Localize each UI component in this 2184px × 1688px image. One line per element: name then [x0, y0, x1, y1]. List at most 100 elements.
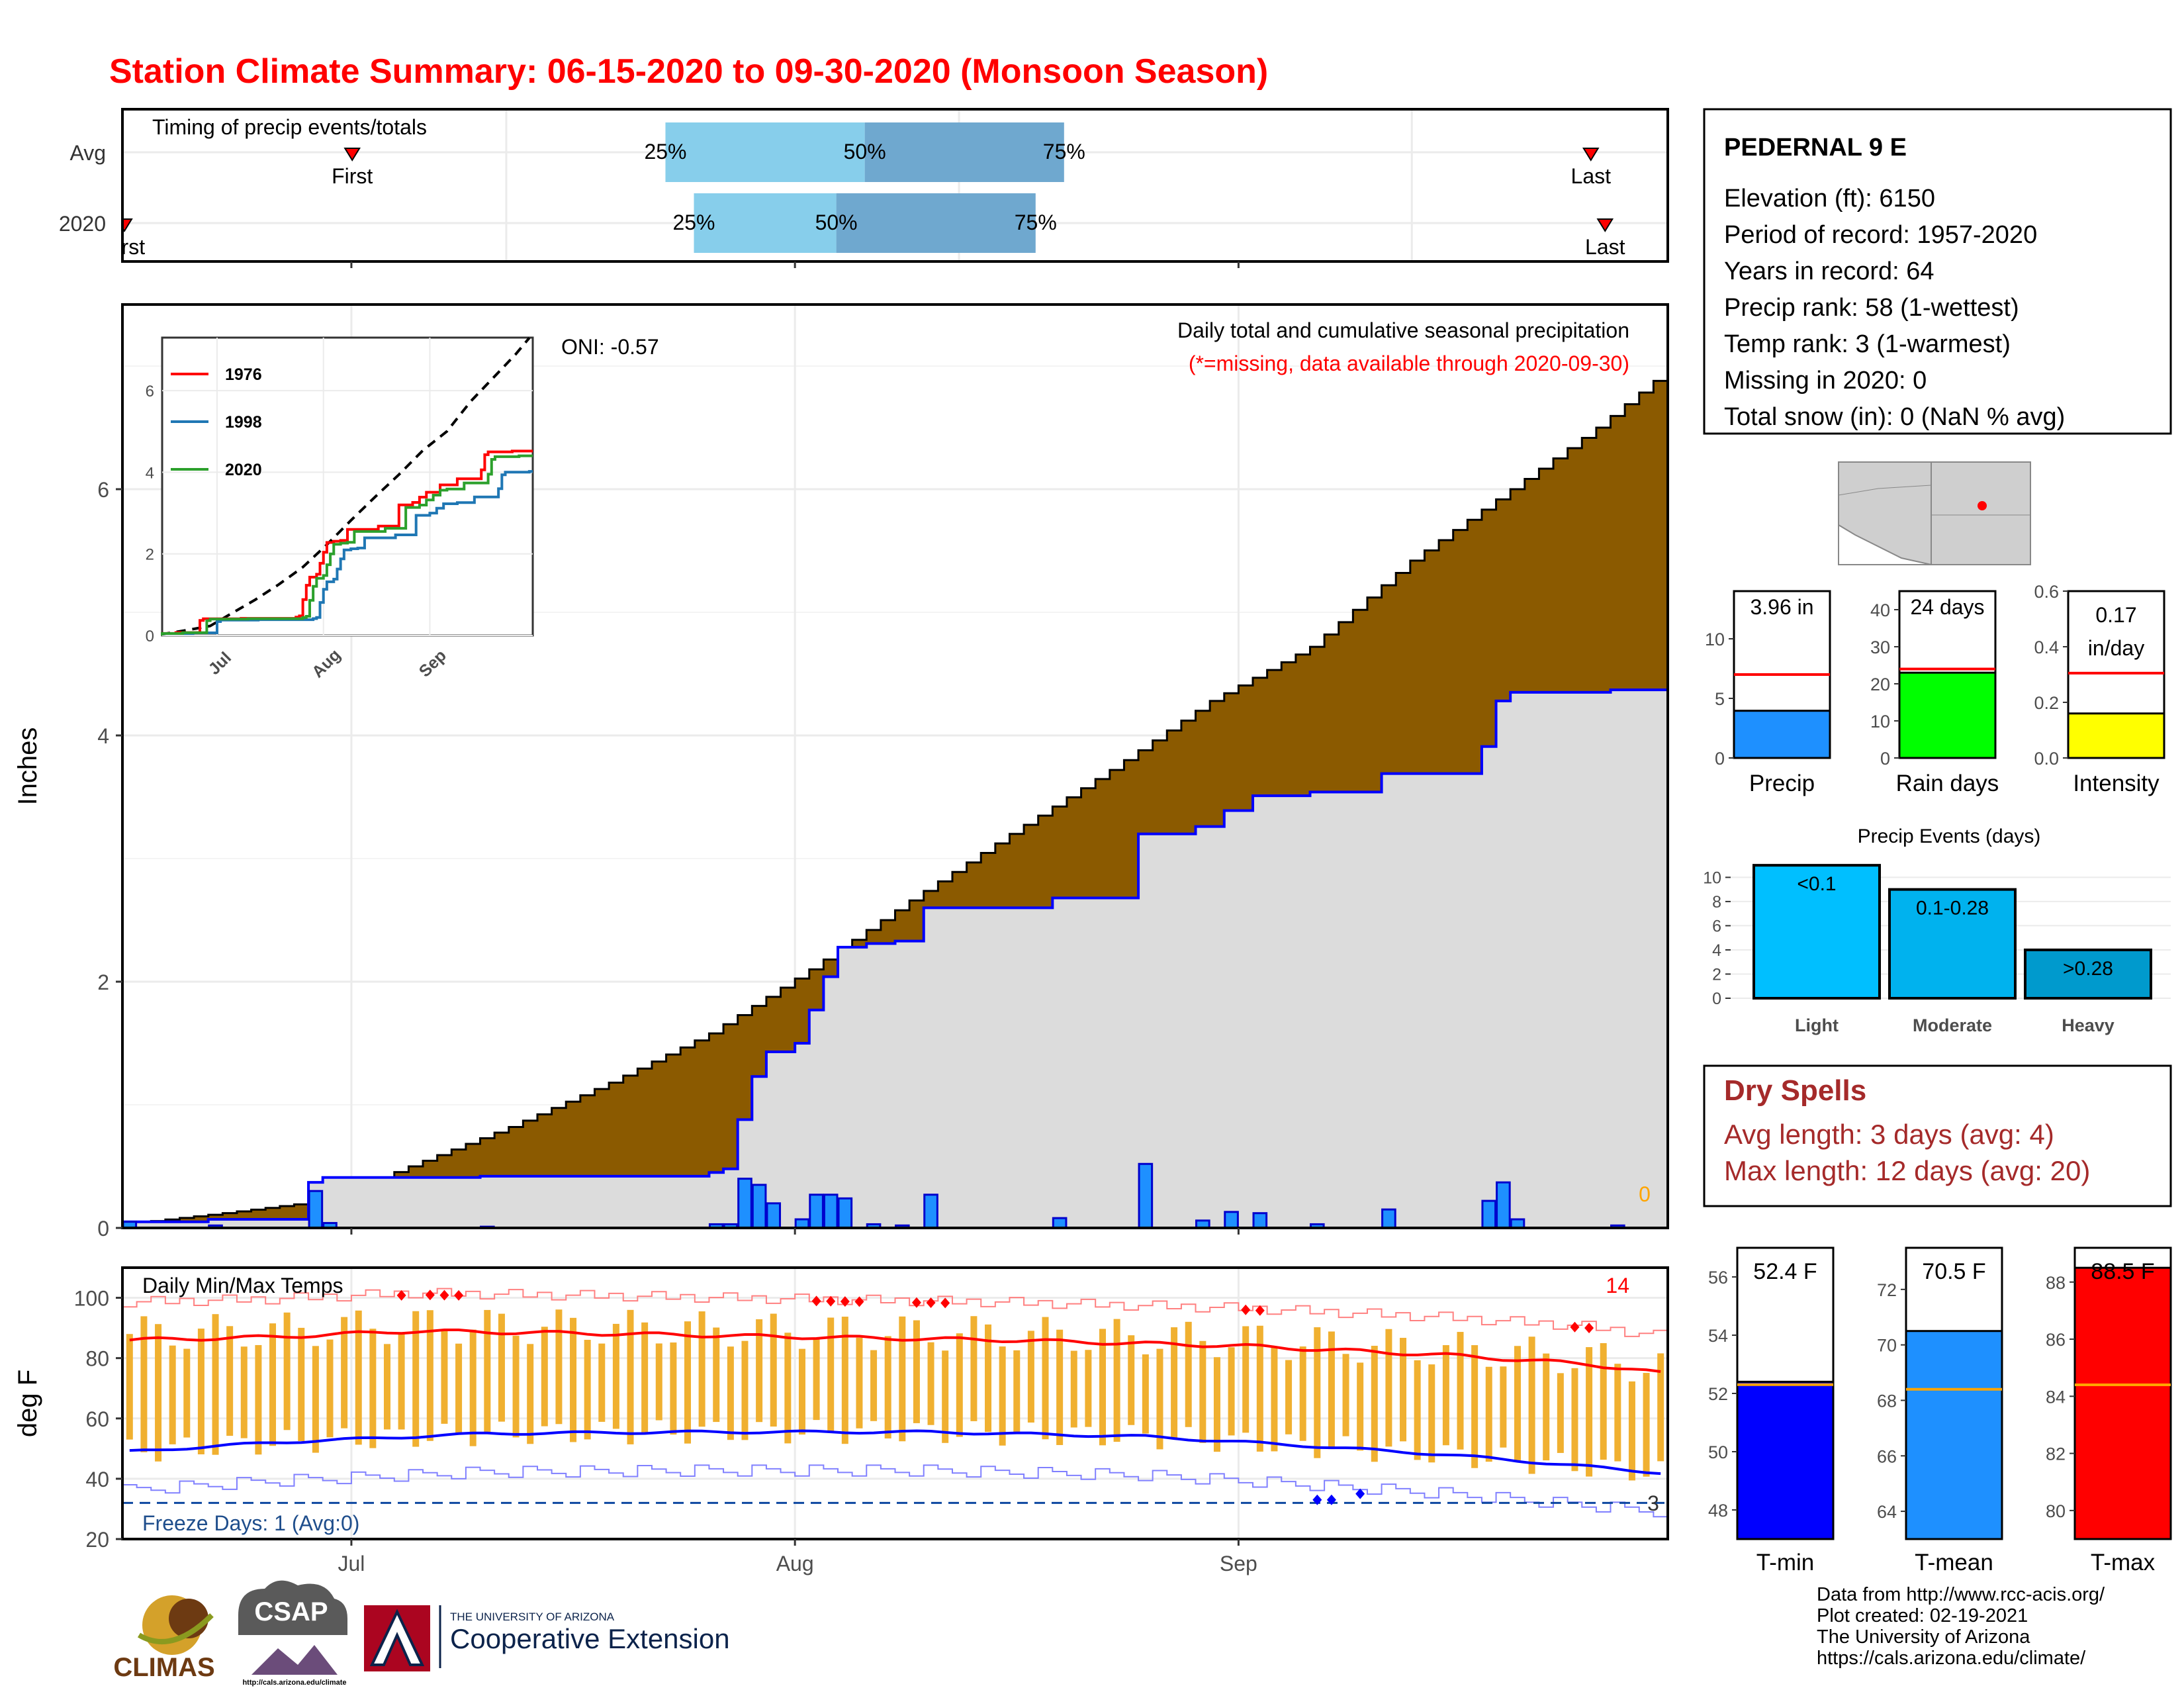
events-bar	[1888, 888, 2017, 1000]
temp-bar-ytick-label: 64	[1877, 1502, 1897, 1522]
ua-logo-small-text: THE UNIVERSITY OF ARIZONA	[450, 1611, 615, 1623]
inset-legend-label: 1976	[225, 365, 262, 384]
daily-precip-bar	[923, 1194, 938, 1229]
daily-temp-bar	[398, 1333, 405, 1430]
precip-ytick-label: 6	[97, 478, 109, 502]
timing-pct-25: 25%	[672, 211, 715, 234]
temp-panel-border	[121, 1266, 1669, 1540]
station-info-line: Elevation (ft): 6150	[1724, 185, 1935, 212]
summary-bar-label: Rain days	[1896, 771, 1999, 796]
record-high-marker	[926, 1297, 936, 1309]
temp-bar-ytick-label: 80	[2046, 1501, 2066, 1521]
daily-temp-bar	[1099, 1329, 1106, 1446]
daily-temp-bar	[1400, 1338, 1407, 1442]
record-high-marker	[1570, 1321, 1580, 1333]
daily-precip-bar	[837, 1197, 853, 1229]
record-low-marker	[1355, 1488, 1365, 1499]
oni-label: ONI: -0.57	[561, 335, 659, 359]
footer-credit-line: Data from http://www.rcc-acis.org/	[1817, 1584, 2105, 1605]
daily-precip-bar	[809, 1194, 824, 1229]
record-high-marker	[854, 1296, 864, 1307]
temp-bar-ytick-label: 48	[1708, 1501, 1728, 1521]
record-high-marker	[1584, 1323, 1594, 1334]
record-high-line	[122, 1288, 1668, 1337]
daily-temp-bar	[813, 1338, 820, 1421]
record-low-marker	[1312, 1494, 1322, 1505]
freeze-days-label: Freeze Days: 1 (Avg:0)	[142, 1511, 359, 1535]
temp-bar-value	[1905, 1330, 2003, 1540]
daily-temp-bar	[1471, 1345, 1479, 1468]
events-title: Precip Events (days)	[1858, 825, 2041, 847]
timing-label: Timing of precip events/totals	[152, 115, 427, 139]
daily-temp-bar	[312, 1346, 319, 1453]
daily-temp-bar	[999, 1346, 1006, 1446]
daily-temp-bar	[1485, 1366, 1492, 1462]
daily-temp-bar	[1528, 1336, 1535, 1474]
avg-tmin-line	[129, 1429, 1661, 1476]
daily-temp-bar	[512, 1335, 520, 1438]
temp-ytick-label: 100	[74, 1287, 109, 1311]
daily-temp-bar	[1657, 1353, 1664, 1462]
temp-bar-value-text: 70.5 F	[1922, 1259, 1985, 1284]
daily-temp-bar	[1199, 1340, 1206, 1443]
daily-temp-bar	[1600, 1343, 1607, 1460]
dry-spells-box	[1703, 1064, 2172, 1207]
first-event-marker	[343, 148, 361, 162]
dry-spells-title: Dry Spells	[1724, 1074, 1866, 1107]
events-category-label: Heavy	[2062, 1015, 2115, 1035]
daily-temp-bar	[269, 1323, 277, 1446]
temp-bar-ytick-label: 68	[1877, 1391, 1897, 1411]
daily-temp-bar	[469, 1329, 477, 1446]
daily-temp-bar	[255, 1344, 262, 1455]
temp-bar-ytick-label: 52	[1708, 1384, 1728, 1404]
temp-ytick-label: 80	[85, 1347, 109, 1371]
events-bar	[2024, 948, 2152, 1000]
daily-precip-bar	[1052, 1217, 1068, 1229]
daily-temp-bar	[197, 1329, 205, 1455]
summary-bar-ytick-label: 0.6	[2034, 582, 2059, 602]
timing-pct-75: 75%	[1043, 140, 1085, 164]
avg-tmax-line	[129, 1328, 1661, 1374]
daily-temp-bar	[1385, 1329, 1392, 1447]
summary-bar-value	[1898, 671, 1997, 759]
timing-pct-75: 75%	[1015, 211, 1057, 234]
temp-bar-ytick-label: 84	[2046, 1387, 2066, 1407]
daily-temp-bar	[713, 1327, 720, 1423]
summary-bar-value-text: 24 days	[1910, 595, 1984, 619]
daily-temp-bar	[1457, 1332, 1464, 1450]
precip-ytick-label: 2	[97, 970, 109, 994]
daily-precip-bar	[1496, 1181, 1511, 1229]
daily-temp-bar	[1156, 1348, 1163, 1450]
daily-temp-bar	[1442, 1345, 1449, 1446]
daily-precip-bar	[1224, 1211, 1239, 1229]
daily-precip-bar	[1252, 1212, 1268, 1229]
daily-temp-bar	[899, 1316, 906, 1442]
daily-temp-bar	[1586, 1347, 1593, 1477]
daily-temp-bar	[827, 1317, 835, 1433]
daily-temp-bar	[1557, 1373, 1564, 1453]
daily-precip-bar	[1381, 1208, 1396, 1229]
dry-spells-avg: Avg length: 3 days (avg: 4)	[1724, 1119, 2054, 1150]
station-info-line: Temp rank: 3 (1-warmest)	[1724, 330, 2011, 358]
daily-temp-bar	[484, 1309, 491, 1432]
summary-bar-ytick-label: 10	[1870, 712, 1890, 731]
precip-ytick-label: 4	[97, 724, 109, 748]
events-category-label: Light	[1795, 1015, 1839, 1035]
timing-pct-50: 50%	[844, 140, 886, 164]
timing-bar-25-50	[694, 193, 837, 253]
daily-temp-bar	[1142, 1354, 1149, 1434]
record-high-count: 14	[1606, 1274, 1629, 1297]
summary-bar-ytick-label: 0.2	[2034, 693, 2059, 713]
timing-row-label: 2020	[59, 212, 106, 236]
daily-temp-bar	[1614, 1364, 1621, 1462]
temp-bar-value-text: 88.5 F	[2091, 1259, 2154, 1284]
record-high-marker	[826, 1295, 836, 1307]
obs-cumulative-precip-line	[122, 688, 1668, 1223]
temp-bar-ytick-label: 88	[2046, 1273, 2066, 1293]
daily-temp-bar	[570, 1317, 577, 1442]
timing-panel-border	[121, 108, 1669, 263]
daily-temp-bar	[770, 1313, 777, 1427]
record-high-marker	[911, 1297, 921, 1308]
daily-temp-bar	[212, 1314, 219, 1455]
station-info-line: Years in record: 64	[1724, 258, 1934, 285]
